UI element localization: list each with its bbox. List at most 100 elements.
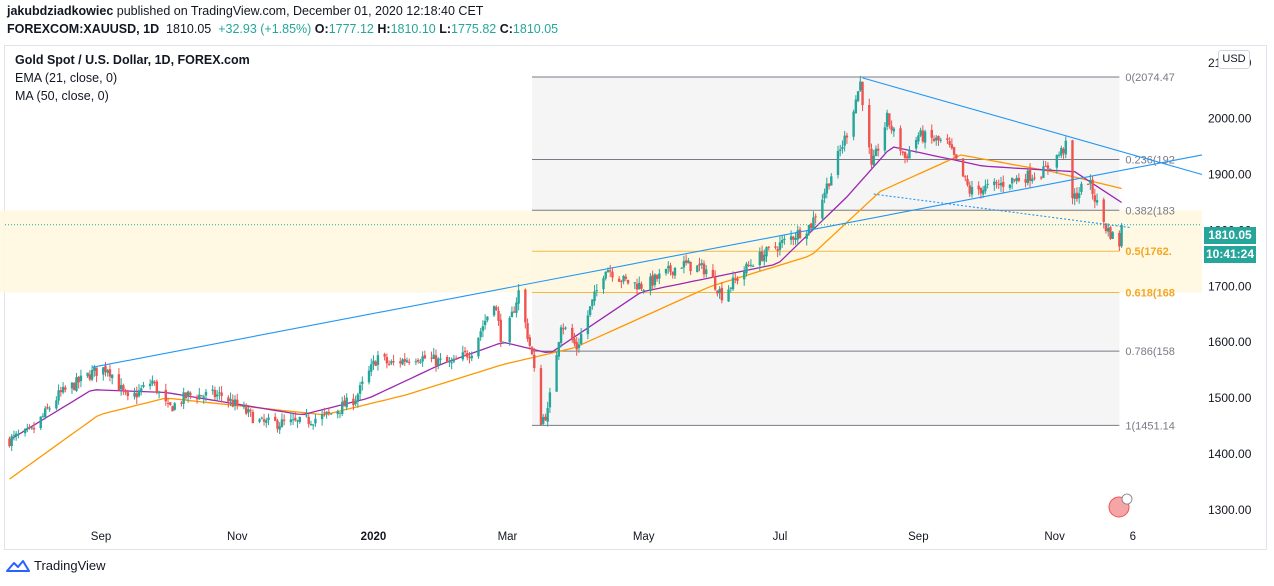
candle-body [559,327,563,344]
candle-body [73,383,76,391]
candle-body [1064,140,1067,155]
footer[interactable]: TradingView [6,558,106,573]
candle-body [492,306,496,316]
event-marker-badge [1121,493,1133,505]
candle-body [164,389,167,402]
candle-body [258,419,261,422]
candle-body [845,135,849,138]
candle-body [577,344,581,348]
candle-body [749,264,753,266]
candle-body [588,306,592,316]
author-name[interactable]: jakubdziadkowiec [7,4,114,18]
candle-body [939,139,942,141]
candle-body [182,392,185,404]
candle-body [981,189,985,195]
candle-body [354,401,357,404]
close-label: C: [499,22,513,36]
candle-body [861,81,864,106]
candle-body [497,310,500,321]
candle-body [812,217,815,230]
candle-body [664,268,668,274]
low-value: 1775.82 [451,22,497,36]
candle-body [642,289,645,291]
trendline-1 [91,154,1203,368]
candle-body [320,414,324,420]
candle-body [64,387,67,390]
candle-body [93,367,96,371]
candle-body [680,267,683,269]
candle-body [1017,177,1021,181]
candle-body [946,138,949,141]
candle-body [466,353,469,358]
x-tick-label: 6 [1130,531,1136,543]
candle-body [405,360,409,363]
candle-body [17,434,20,436]
candle-body [617,278,621,282]
candle-body [562,328,565,330]
candle-body [789,236,793,240]
trendline-3 [873,193,1131,229]
candle-body [557,342,561,357]
candle-body [231,399,234,407]
candle-body [408,361,411,363]
candle-body [1095,200,1099,203]
candle-body [856,91,860,101]
candle-body [742,271,746,280]
candle-body [276,420,279,429]
candle-body [809,223,813,229]
candle-body [579,333,583,344]
candle-body [450,362,453,364]
candle-body [821,199,824,219]
trendline-2 [862,77,1203,176]
candle-body [26,428,29,430]
candle-body [626,279,630,284]
candle-body [760,251,764,261]
candle-body [86,372,89,377]
candle-body [289,419,293,423]
candle-body [968,185,971,194]
candle-body [12,435,16,437]
candle-body [106,370,109,373]
candle-body [713,276,717,290]
candle-body [952,147,956,155]
candle-body [220,392,223,397]
candle-body [921,130,925,142]
ema21-line [9,146,1122,441]
candle-body [372,360,375,365]
ma-legend[interactable]: MA (50, close, 0) [15,89,109,103]
candle-body [184,392,188,399]
candle-body [638,282,641,290]
y-tick-label: 1500.00 [1208,391,1252,405]
candle-body [1118,232,1121,247]
candle-body [932,138,936,141]
candle-body [421,356,424,362]
candle-body [1008,184,1012,188]
candle-body [309,424,313,426]
candle-body [966,178,969,185]
candle-body [892,128,896,132]
open-value: 1777.12 [328,22,374,36]
candle-body [919,130,922,136]
candle-body [1107,228,1110,232]
candle-body [908,149,911,159]
candle-body [792,236,795,240]
candle-body [153,382,156,384]
candle-body [122,385,125,391]
candle-body [477,337,480,357]
ema-legend[interactable]: EMA (21, close, 0) [15,71,118,85]
candle-body [387,363,391,365]
candle-body [807,225,811,234]
candle-body [430,357,433,359]
candle-body [343,400,346,407]
candle-body [79,375,83,382]
candle-body [774,246,777,248]
candle-body [1091,179,1094,195]
series-title[interactable]: Gold Spot / U.S. Dollar, 1D, FOREX.com [15,53,250,67]
candle-body [935,137,938,141]
currency-button[interactable]: USD [1218,50,1250,69]
candle-body [747,264,750,266]
candle-body [512,311,516,313]
candle-body [997,183,1000,185]
fib-level-label: 0(2074.47 [1125,72,1175,84]
